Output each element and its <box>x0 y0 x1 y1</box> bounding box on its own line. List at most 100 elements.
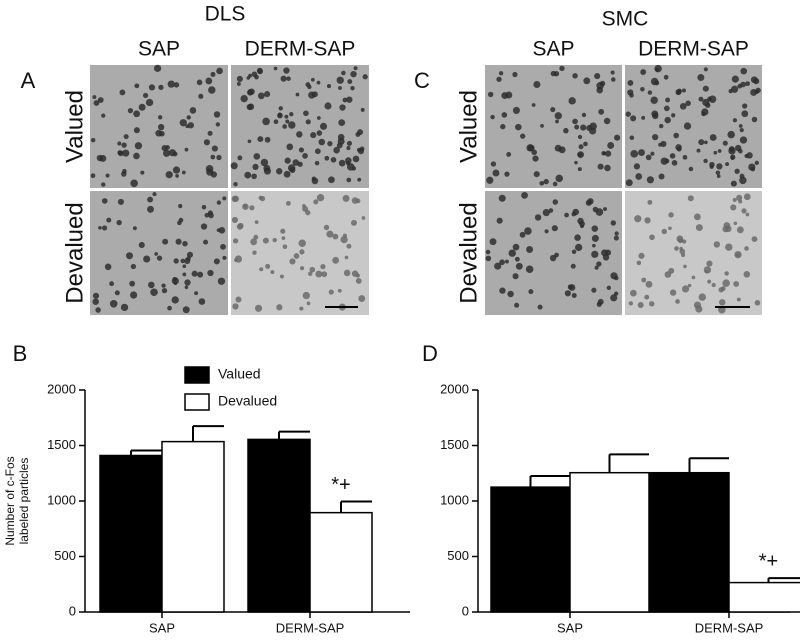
cell <box>679 248 686 255</box>
cell <box>302 153 308 159</box>
cell <box>299 249 305 255</box>
cell <box>492 169 500 177</box>
cell <box>571 293 577 298</box>
cell <box>591 225 599 232</box>
cell <box>309 266 316 273</box>
cell <box>254 220 259 225</box>
cell <box>296 131 303 138</box>
cell <box>232 238 239 244</box>
cell <box>647 199 653 205</box>
cell <box>587 198 594 205</box>
cell <box>629 93 634 98</box>
cell <box>754 160 759 166</box>
cell <box>716 163 723 170</box>
cell <box>161 287 168 294</box>
cell <box>637 301 644 308</box>
cell <box>251 173 257 180</box>
cell <box>634 215 642 223</box>
cell <box>671 160 678 166</box>
cell <box>247 139 252 144</box>
cell <box>282 124 287 129</box>
cell <box>211 145 218 152</box>
cell <box>751 236 758 243</box>
cell <box>548 208 554 213</box>
cell <box>722 140 728 146</box>
cell <box>244 171 252 179</box>
cell <box>603 117 611 125</box>
cell <box>116 219 122 226</box>
cell <box>194 291 199 296</box>
cell <box>257 92 265 100</box>
cell <box>703 158 708 164</box>
cell <box>732 118 738 123</box>
cell <box>300 266 305 271</box>
cell <box>311 177 319 185</box>
column-label: SAP <box>138 38 180 61</box>
x-tick-label: DERM-SAP <box>276 620 345 635</box>
cell <box>485 255 492 262</box>
y-tick-label: 0 <box>69 603 76 618</box>
cell <box>310 132 317 139</box>
bar <box>728 581 800 613</box>
cell <box>563 127 569 134</box>
cell <box>216 200 222 205</box>
cell <box>159 130 165 137</box>
cell <box>285 200 291 206</box>
cell <box>98 225 102 230</box>
cell <box>318 138 326 146</box>
cell <box>650 151 655 156</box>
cell <box>205 77 213 85</box>
cell <box>340 236 348 244</box>
cell <box>713 241 721 248</box>
cell <box>106 217 112 223</box>
cell <box>302 205 309 212</box>
cell <box>134 142 143 150</box>
cell <box>147 205 154 213</box>
cell <box>184 279 191 286</box>
cell <box>237 222 244 229</box>
cell <box>332 256 340 264</box>
cell <box>558 146 566 154</box>
cell <box>198 298 206 305</box>
cell <box>122 149 130 157</box>
cell <box>346 160 351 166</box>
cell <box>534 214 542 221</box>
cell <box>614 275 619 281</box>
panel-label: B <box>13 341 28 366</box>
cell <box>215 122 221 127</box>
cell <box>630 150 639 158</box>
cell <box>123 134 129 140</box>
micrograph <box>90 191 228 315</box>
cell <box>276 168 283 175</box>
cell <box>289 167 296 173</box>
cell <box>755 87 761 94</box>
cell <box>280 228 286 234</box>
cell <box>167 305 172 311</box>
cell <box>592 243 596 248</box>
cell <box>237 155 243 161</box>
cell <box>338 119 346 127</box>
cell <box>611 77 616 82</box>
cell <box>520 133 526 139</box>
cell <box>127 107 134 114</box>
cell <box>745 81 750 87</box>
cell <box>147 196 154 203</box>
cell <box>571 249 577 255</box>
bar <box>569 471 650 613</box>
cell <box>627 80 634 86</box>
cell <box>697 74 705 82</box>
cell <box>589 127 597 135</box>
cell <box>307 84 312 90</box>
cell <box>658 173 665 180</box>
cell <box>344 255 349 260</box>
cell <box>645 154 652 161</box>
cell <box>707 96 712 102</box>
cell <box>324 155 330 161</box>
cell <box>640 87 645 92</box>
cell <box>152 192 157 197</box>
cell <box>187 122 195 129</box>
cell <box>101 113 106 118</box>
cell <box>358 295 366 303</box>
x-tick-label: SAP <box>149 620 175 635</box>
cell <box>126 252 133 260</box>
